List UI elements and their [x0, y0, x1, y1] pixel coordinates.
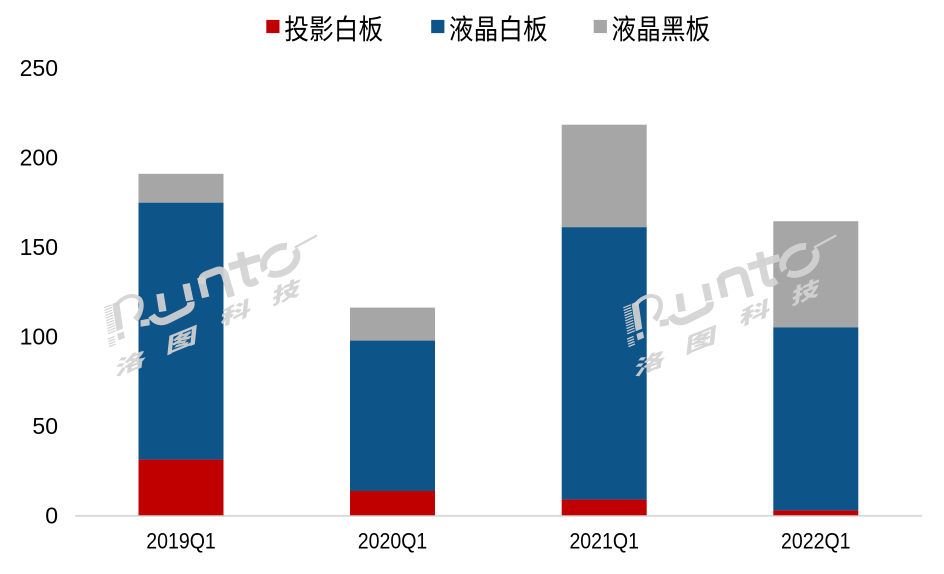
svg-text:250: 250 — [20, 55, 58, 81]
svg-text:2020Q1: 2020Q1 — [358, 528, 428, 553]
svg-text:2019Q1: 2019Q1 — [146, 528, 216, 553]
svg-text:150: 150 — [20, 234, 58, 260]
svg-text:100: 100 — [20, 323, 58, 349]
svg-text:50: 50 — [32, 413, 58, 439]
svg-text:200: 200 — [20, 144, 58, 170]
svg-text:2022Q1: 2022Q1 — [781, 528, 851, 553]
svg-text:2021Q1: 2021Q1 — [569, 528, 639, 553]
svg-text:0: 0 — [45, 502, 58, 528]
